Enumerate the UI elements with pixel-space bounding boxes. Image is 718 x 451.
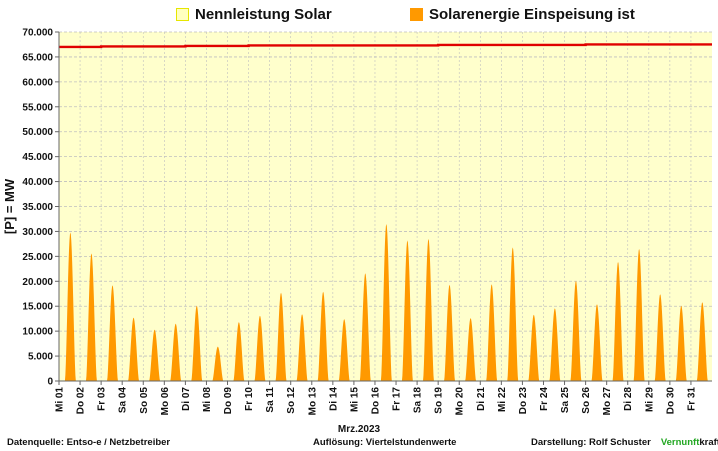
solar-peak [233,322,245,381]
solar-peak [507,247,519,381]
solar-peak [401,240,413,381]
footer-resolution: Auflösung: Viertelstundenwerte [313,437,457,448]
y-tick-label: 50.000 [22,127,53,138]
y-tick-label: 55.000 [22,102,53,113]
solar-peak [549,308,561,381]
x-tick-label: Mo 06 [160,387,171,416]
solar-peak [212,346,224,381]
y-tick-label: 15.000 [22,302,53,313]
solar-peak [675,305,687,381]
x-tick-label: Mi 22 [497,387,508,412]
legend-swatch-capacity [176,8,189,21]
solar-peak [275,292,287,381]
y-tick-label: 65.000 [22,52,53,63]
x-tick-label: Do 02 [76,387,87,415]
solar-peak [128,317,140,381]
legend-label-solar: Solarenergie Einspeisung ist [429,6,635,23]
solar-peak [107,285,118,381]
solar-peak [338,319,350,381]
x-tick-label: Sa 04 [118,387,129,414]
x-tick-label: Mi 15 [349,387,360,412]
y-tick-label: 70.000 [22,28,53,39]
x-tick-label: So 05 [139,387,150,414]
x-tick-label: Do 30 [665,387,676,415]
x-tick-label: Fr 10 [244,387,255,411]
x-tick-label: Mo 20 [455,387,466,416]
x-tick-label: Di 14 [328,387,339,411]
y-tick-label: 45.000 [22,152,53,163]
solar-peak [591,304,603,381]
solar-peak [191,305,203,381]
solar-peak [296,314,308,381]
y-axis-title: [P] = MW [2,178,17,234]
x-tick-label: So 19 [434,387,445,414]
footer-brand-green: Vernunft [660,437,700,448]
capacity-line [59,43,712,49]
x-tick-label: Mi 08 [202,387,213,412]
solar-peak [444,284,456,381]
legend-label-capacity: Nennleistung Solar [195,6,332,23]
y-tick-label: 0 [47,377,53,388]
solar-peak [465,318,477,381]
x-axis-title: Mrz.2023 [337,424,381,435]
x-tick-label: Mo 27 [602,387,613,416]
solar-peak [633,248,645,381]
solar-peak [422,238,434,381]
x-tick-label: Di 21 [476,387,487,411]
x-tick-label: Fr 03 [97,387,108,411]
solar-peak [85,253,97,381]
y-tick-label: 35.000 [22,202,53,213]
solar-peak [570,280,582,381]
footer-source: Datenquelle: Entso-e / Netzbetreiber [7,437,171,448]
x-tick-label: Do 23 [518,387,529,415]
solar-peak [317,291,329,381]
footer-brand-rest: kraft [699,437,718,448]
y-tick-label: 25.000 [22,252,53,263]
solar-peak [170,323,182,381]
legend: Nennleistung Solar Solarenergie Einspeis… [0,6,718,28]
y-tick-label: 10.000 [22,327,53,338]
y-tick-label: 60.000 [22,77,53,88]
solar-peak [380,223,392,381]
solar-peak [612,261,624,381]
footer-author: Darstellung: Rolf Schuster Vernunftkraft [531,437,718,448]
y-tick-label: 20.000 [22,277,53,288]
y-tick-label: 30.000 [22,227,53,238]
x-tick-label: So 26 [581,387,592,414]
legend-swatch-solar [410,8,423,21]
x-tick-label: Di 28 [623,387,634,411]
x-tick-label: Do 09 [223,387,234,415]
legend-item-capacity: Nennleistung Solar [176,6,332,23]
solar-peak [254,315,266,381]
x-tick-label: Mi 01 [55,387,66,412]
x-tick-label: Do 16 [370,387,381,415]
solar-peak [654,294,666,381]
solar-peak [359,273,371,381]
x-tick-label: Sa 11 [265,387,276,413]
solar-peak [486,284,498,381]
x-tick-label: Mi 29 [644,387,655,412]
x-tick-label: Mo 13 [307,387,318,416]
legend-item-solar: Solarenergie Einspeisung ist [410,6,635,23]
footer-author-prefix: Darstellung: Rolf Schuster [531,437,651,448]
x-tick-label: Sa 18 [413,387,424,414]
x-tick-label: So 12 [286,387,297,414]
x-tick-label: Di 07 [181,387,192,411]
x-tick-label: Fr 17 [392,387,403,411]
solar-peak [64,232,76,381]
solar-peak [149,329,161,381]
y-tick-label: 5.000 [28,352,53,363]
x-tick-label: Fr 31 [686,387,697,411]
solar-peak [528,314,540,381]
x-tick-label: Fr 24 [539,387,550,411]
y-tick-label: 40.000 [22,177,53,188]
x-tick-label: Sa 25 [560,387,571,414]
solar-peak [696,302,708,381]
